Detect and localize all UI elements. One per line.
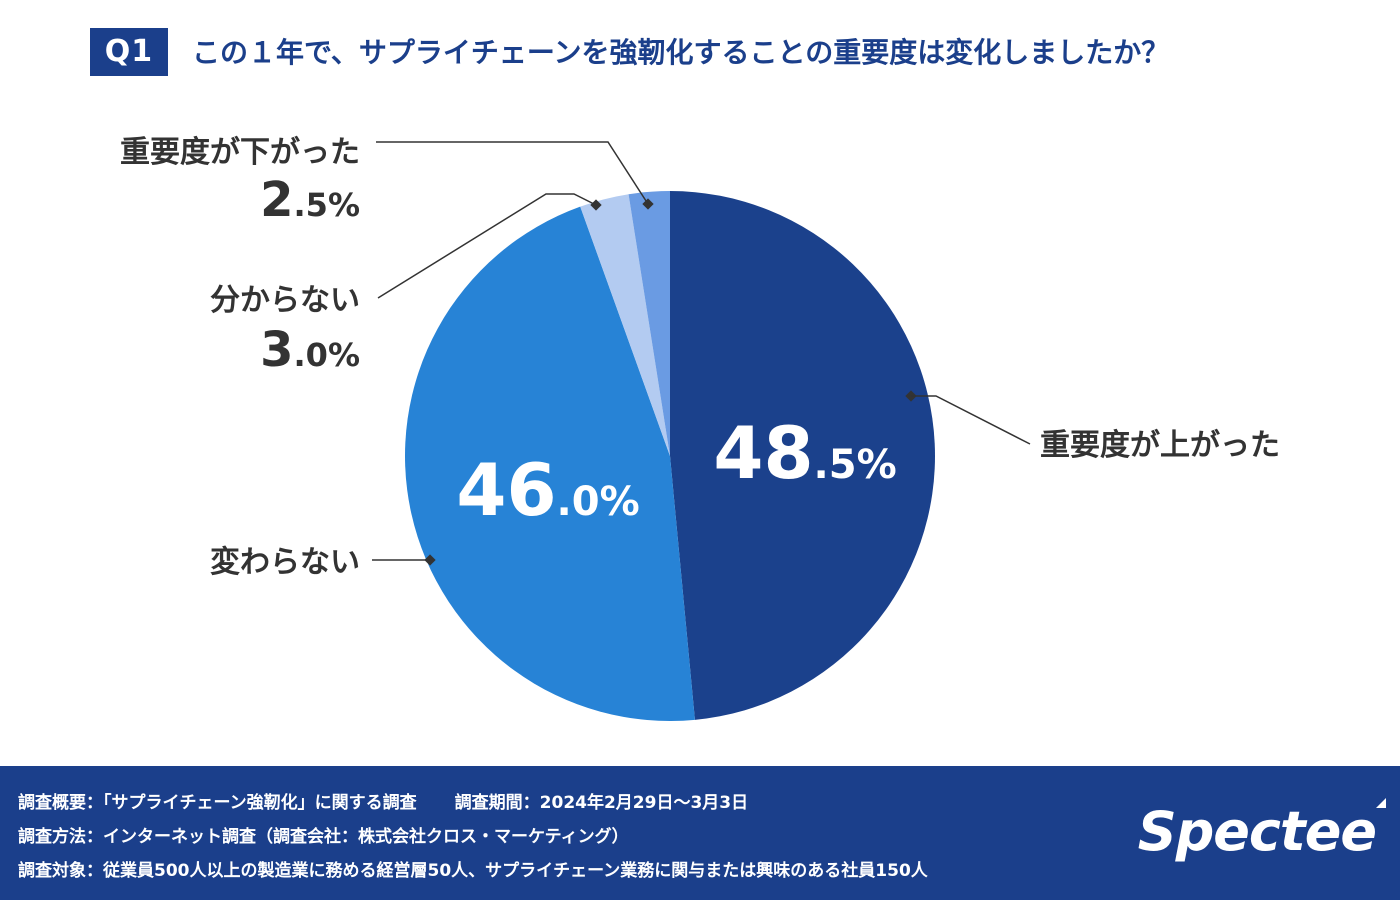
logo-accent-icon xyxy=(1376,798,1386,808)
value-label-3: 2.5% xyxy=(260,172,360,228)
pie-slice-0 xyxy=(670,191,935,720)
category-label-0: 重要度が上がった xyxy=(1040,428,1280,463)
value-label-1-decimal: .0% xyxy=(557,479,640,525)
value-label-0-decimal: .5% xyxy=(814,442,897,488)
question-number-badge: Q1 xyxy=(90,28,168,76)
survey-period: 調査期間：2024年2月29日～3月3日 xyxy=(454,793,749,813)
leader-line-0 xyxy=(911,395,1031,445)
leader-line-2 xyxy=(377,193,597,299)
pie-slice-1 xyxy=(405,206,695,721)
survey-method: 調査方法：インターネット調査（調査会社：株式会社クロス・マーケティング） xyxy=(18,827,629,847)
pie-slice-2 xyxy=(580,194,670,457)
category-label-2: 分からない xyxy=(210,283,360,318)
leader-line-3 xyxy=(376,141,649,205)
spectee-logo: Spectee xyxy=(1137,800,1377,863)
survey-target: 調査対象：従業員500人以上の製造業に務める経営層50人、サプライチェーン業務に… xyxy=(18,861,928,881)
value-label-3-decimal: .5% xyxy=(294,186,360,224)
value-label-1: 46.0% xyxy=(456,448,639,532)
value-label-0-integer: 48 xyxy=(713,411,813,495)
survey-outline: 調査概要：「サプライチェーン強靭化」に関する調査 xyxy=(18,793,417,813)
value-label-0: 48.5% xyxy=(713,411,896,495)
value-label-2-integer: 3 xyxy=(260,322,293,378)
footer-line-outline: 調査概要：「サプライチェーン強靭化」に関する調査 調査期間：2024年2月29日～… xyxy=(18,788,748,813)
value-label-2: 3.0% xyxy=(260,322,360,378)
pie-slice-3 xyxy=(628,191,670,456)
question-title: この１年で、サプライチェーンを強靭化することの重要度は変化しましたか？ xyxy=(192,36,1170,69)
category-label-3: 重要度が下がった xyxy=(120,135,360,170)
survey-footer: 調査概要：「サプライチェーン強靭化」に関する調査 調査期間：2024年2月29日～… xyxy=(0,766,1400,900)
pie-chart: 48.5% 重要度が上がった46.0%変わらない分からない3.0%重要度が下がった… xyxy=(120,135,1280,721)
value-label-2-decimal: .0% xyxy=(294,336,360,374)
category-label-1: 変わらない xyxy=(210,545,360,580)
value-label-3-integer: 2 xyxy=(260,172,293,228)
value-label-1-integer: 46 xyxy=(456,448,556,532)
